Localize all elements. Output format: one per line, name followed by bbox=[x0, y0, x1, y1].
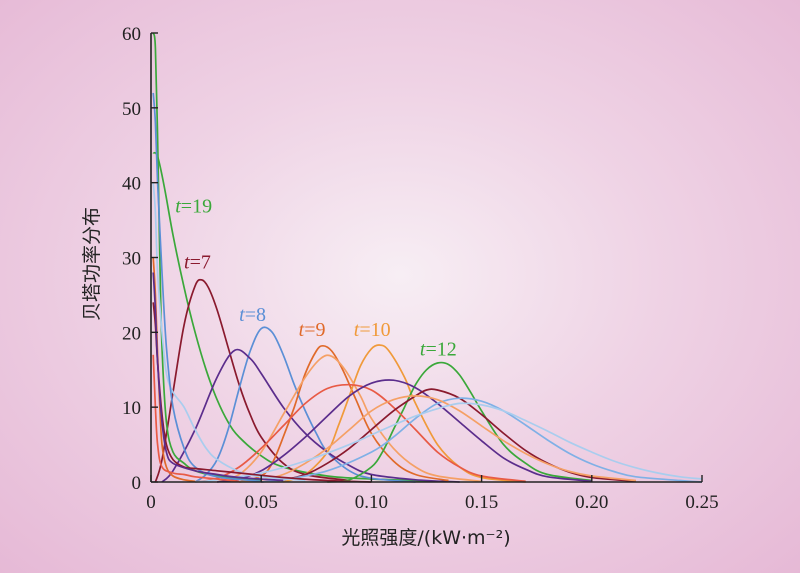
x-tick-label: 0.10 bbox=[355, 492, 388, 513]
x-tick-label: 0.05 bbox=[245, 492, 278, 513]
curve-label-5: t=10 bbox=[354, 319, 391, 341]
y-tick-label: 50 bbox=[122, 99, 141, 120]
x-tick-label: 0.15 bbox=[465, 492, 498, 513]
x-ticks: 0 0.05 0.10 0.15 0.20 0.25 bbox=[146, 475, 719, 513]
curve-label-6: t=12 bbox=[420, 339, 457, 361]
y-tick-label: 60 bbox=[122, 24, 141, 45]
series-line-8 bbox=[216, 354, 482, 483]
y-ticks: 0 10 20 30 40 50 60 bbox=[122, 24, 158, 494]
series-line-20 bbox=[152, 272, 284, 482]
series-line-4 bbox=[161, 348, 460, 483]
curve-label-3: t=8 bbox=[239, 304, 266, 326]
x-tick-label: 0.20 bbox=[575, 492, 608, 513]
series-line-1 bbox=[152, 151, 438, 483]
series-line-14 bbox=[195, 402, 703, 483]
curve-label-1: t=19 bbox=[175, 196, 212, 218]
y-tick-label: 40 bbox=[122, 174, 141, 195]
series-line-17 bbox=[152, 182, 306, 482]
series-line-6 bbox=[282, 344, 526, 483]
curve-annotations: t=19 t=7 t=8 t=9 t=10 t=12 bbox=[175, 196, 456, 361]
y-tick-label: 10 bbox=[122, 398, 141, 419]
series-line-10 bbox=[216, 379, 592, 483]
series-line-9 bbox=[194, 383, 526, 483]
series-line-21 bbox=[152, 354, 240, 483]
curve-label-2: t=7 bbox=[184, 252, 211, 274]
y-tick-label: 20 bbox=[122, 323, 141, 344]
series-lines bbox=[152, 32, 703, 483]
x-tick-label: 0 bbox=[146, 492, 156, 513]
series-line-7 bbox=[327, 361, 592, 483]
series-line-12 bbox=[261, 397, 703, 483]
series-line-5 bbox=[238, 344, 449, 483]
x-axis-title: 光照强度/(kW·m⁻²) bbox=[341, 527, 510, 549]
series-line-3 bbox=[194, 326, 416, 483]
y-axis-title: 贝塔功率分布 bbox=[81, 207, 103, 321]
y-tick-label: 30 bbox=[122, 249, 141, 270]
x-tick-label: 0.25 bbox=[685, 492, 718, 513]
curve-label-4: t=9 bbox=[299, 319, 326, 341]
series-line-13 bbox=[239, 395, 636, 483]
y-tick-label: 0 bbox=[132, 473, 142, 494]
axes bbox=[150, 33, 702, 483]
